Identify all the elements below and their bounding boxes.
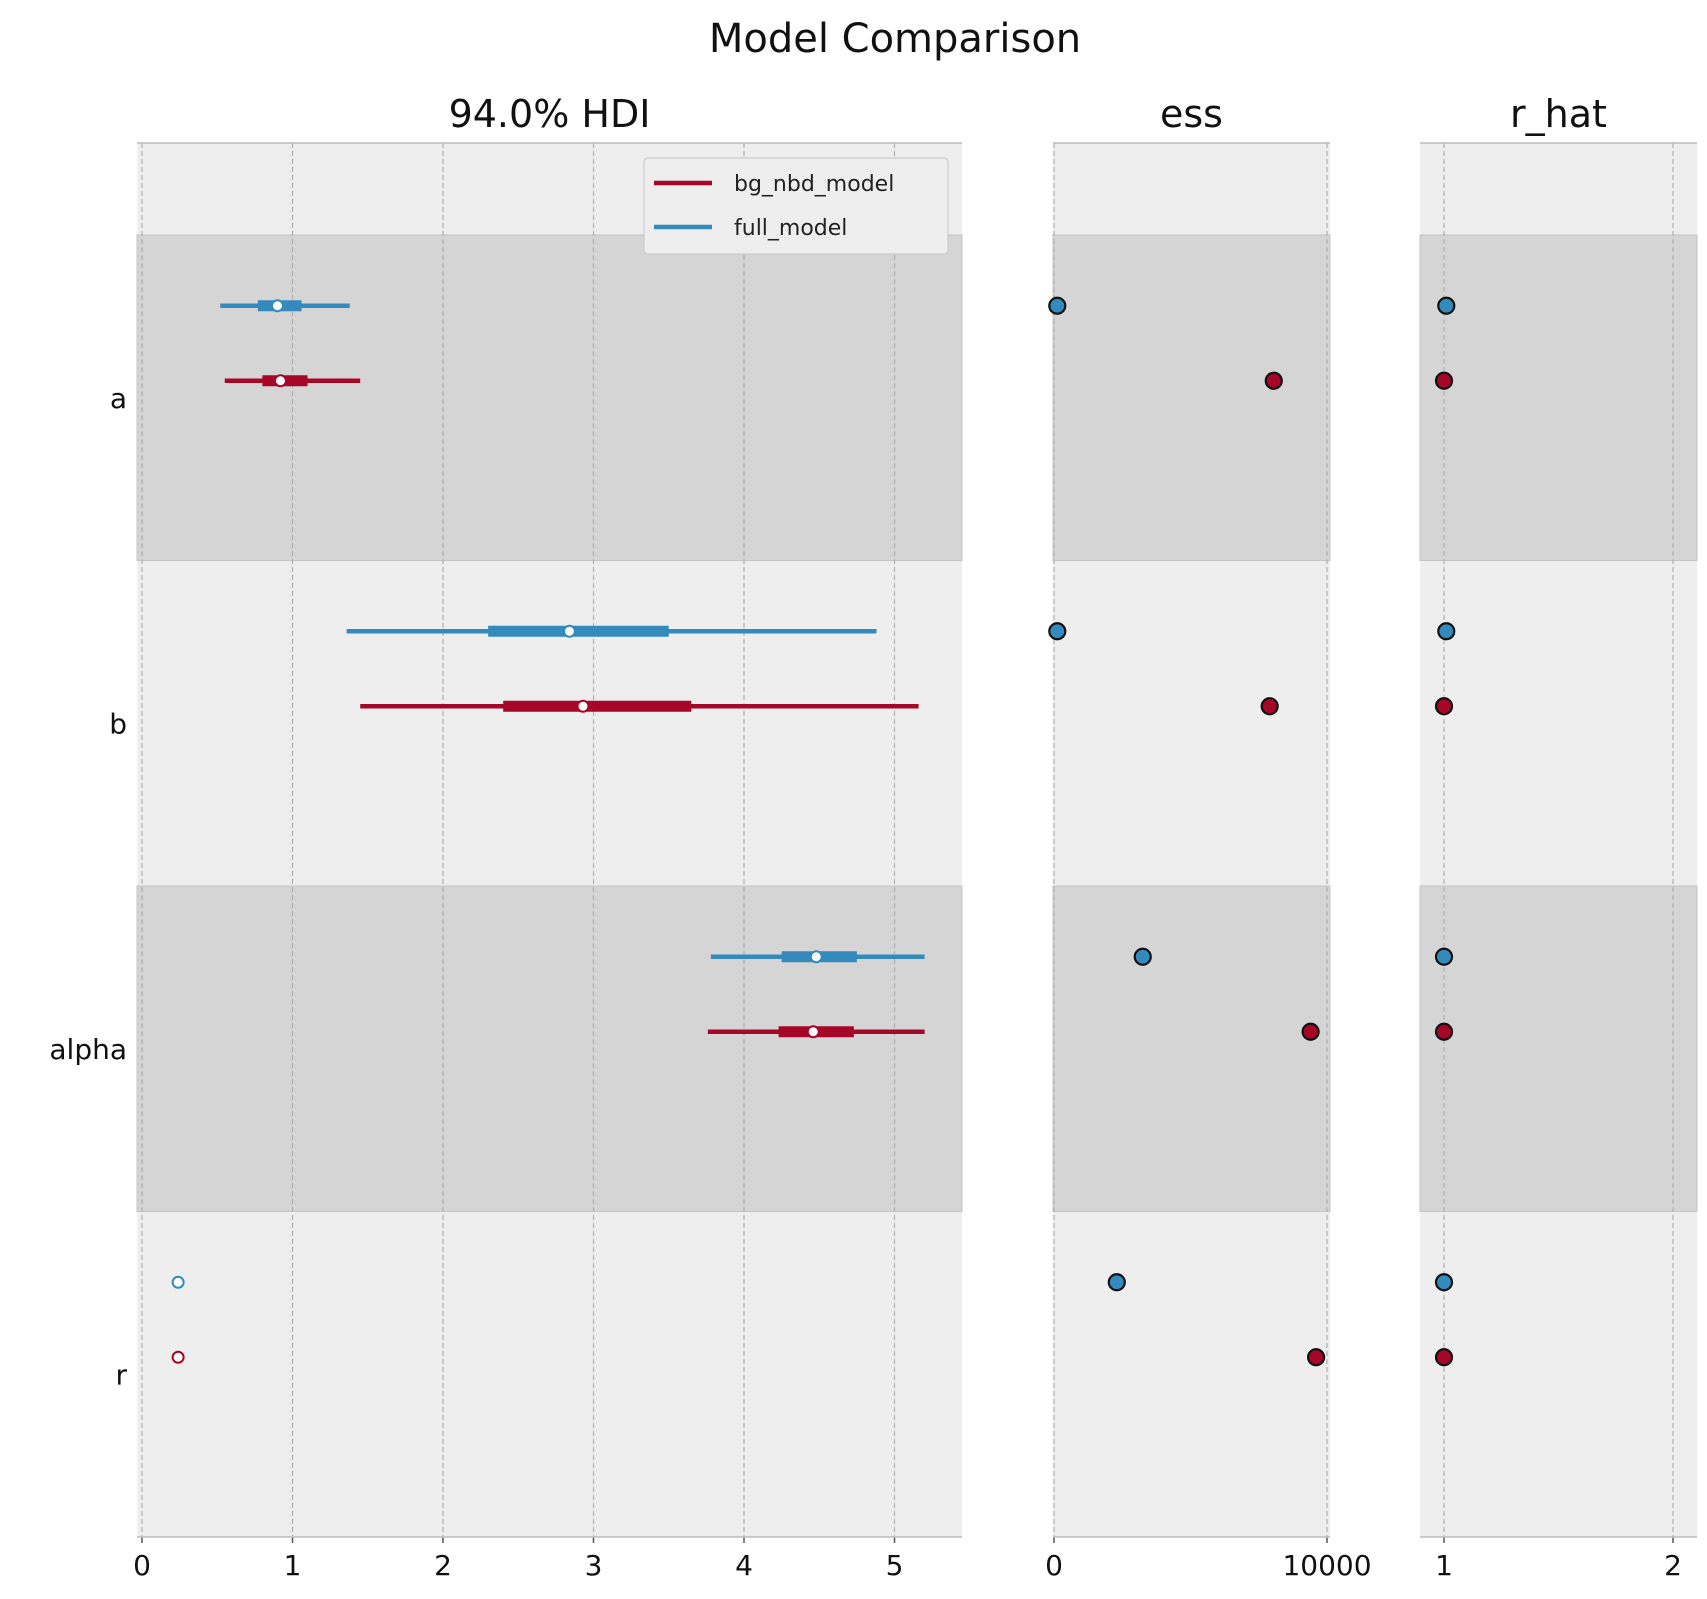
- legend-box: [643, 157, 949, 255]
- x-tick-label: 3: [585, 1549, 603, 1582]
- panel-hdi: 0 1 2 3 4 5 94.0% HDI a b alpha r: [49, 92, 963, 1582]
- x-tick-label: 1: [284, 1549, 302, 1582]
- median-point-b-bg-nbd-model: [576, 699, 590, 713]
- rhat-point-b-bg-nbd-model: [1434, 697, 1454, 716]
- ess-point-r-bg-nbd-model: [1306, 1348, 1326, 1367]
- median-point-b-full-model: [562, 624, 576, 638]
- x-tick-label: 10000: [1282, 1549, 1371, 1582]
- median-point-r-bg-nbd-model: [171, 1350, 185, 1364]
- rhat-point-a-bg-nbd-model: [1434, 371, 1454, 390]
- ess-point-alpha-bg-nbd-model: [1301, 1022, 1320, 1041]
- variable-band-alpha: [1419, 885, 1698, 1212]
- rhat-point-alpha-full-model: [1434, 947, 1454, 966]
- median-point-a-bg-nbd-model: [273, 374, 287, 388]
- variable-band-a: [136, 234, 963, 561]
- panel-title: r_hat: [1510, 92, 1607, 136]
- rhat-point-r-bg-nbd-model: [1434, 1348, 1454, 1367]
- variable-band-a: [1052, 234, 1331, 561]
- ess-point-r-full-model: [1107, 1273, 1126, 1292]
- ess-point-alpha-full-model: [1133, 947, 1152, 966]
- median-point-alpha-full-model: [809, 950, 823, 964]
- rhat-point-b-full-model: [1437, 622, 1456, 641]
- x-tick-label: 2: [434, 1549, 452, 1582]
- x-tick-label: 0: [1045, 1549, 1063, 1582]
- ess-point-a-bg-nbd-model: [1264, 371, 1283, 390]
- x-tick-label: 4: [735, 1549, 753, 1582]
- panel-r-hat: 1 2 r_hat: [1419, 92, 1698, 1582]
- median-point-alpha-bg-nbd-model: [806, 1025, 820, 1039]
- legend-label-full-model: full_model: [734, 216, 847, 241]
- legend-label-bg-nbd-model: bg_nbd_model: [734, 172, 894, 197]
- panel-title: 94.0% HDI: [449, 92, 651, 136]
- y-label-b: b: [109, 707, 127, 740]
- legend: bg_nbd_model full_model: [643, 157, 949, 255]
- rhat-point-r-full-model: [1434, 1273, 1454, 1292]
- x-tick-label: 2: [1664, 1549, 1682, 1582]
- panel-ess: 0 10000 ess: [1045, 92, 1371, 1582]
- y-label-alpha: alpha: [49, 1033, 127, 1066]
- y-label-r: r: [115, 1358, 127, 1391]
- variable-band-a: [1419, 234, 1698, 561]
- median-point-a-full-model: [270, 299, 284, 313]
- panel-title: ess: [1160, 92, 1223, 136]
- ess-point-b-full-model: [1048, 622, 1067, 641]
- chart-panels: 0 1 2 3 4 5 94.0% HDI a b alpha r 0 10000 ess 1 2 r_hatb…: [49, 92, 1698, 1582]
- x-tick-label: 0: [133, 1549, 151, 1582]
- chart-title: Model Comparison: [709, 16, 1081, 62]
- ess-point-a-full-model: [1048, 296, 1067, 315]
- x-tick-label: 5: [886, 1549, 904, 1582]
- median-point-r-full-model: [171, 1275, 185, 1289]
- variable-band-alpha: [1052, 885, 1331, 1212]
- ess-point-b-bg-nbd-model: [1260, 697, 1279, 716]
- x-tick-label: 1: [1435, 1549, 1453, 1582]
- rhat-point-alpha-bg-nbd-model: [1434, 1022, 1454, 1041]
- variable-band-alpha: [136, 885, 963, 1212]
- rhat-point-a-full-model: [1437, 296, 1456, 315]
- y-label-a: a: [110, 382, 127, 415]
